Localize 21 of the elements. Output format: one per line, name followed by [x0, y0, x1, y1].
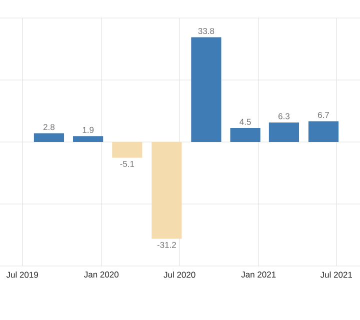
data-label: 2.8: [43, 124, 55, 130]
data-label: 33.8: [198, 28, 214, 34]
data-label: 4.5: [240, 118, 251, 125]
x-tick-label: Jul 2019: [6, 272, 38, 278]
data-label: 6.7: [318, 112, 329, 118]
bar: [230, 128, 260, 142]
bar: [73, 136, 104, 142]
x-tick-label: Jan 2020: [84, 272, 119, 278]
data-label: -31.2: [157, 242, 176, 248]
bar: [191, 37, 222, 142]
bar: [152, 142, 182, 239]
bar: [112, 142, 142, 158]
x-tick-label: Jan 2021: [241, 272, 276, 278]
x-tick-label: Jul 2020: [164, 272, 196, 278]
x-tick-label: Jul 2021: [320, 272, 352, 278]
data-label: 6.3: [278, 113, 290, 120]
data-label: 1.9: [82, 126, 94, 133]
bar: [34, 133, 64, 142]
bar: [268, 122, 300, 142]
bar: [308, 121, 339, 142]
data-label: -5.1: [120, 161, 134, 167]
